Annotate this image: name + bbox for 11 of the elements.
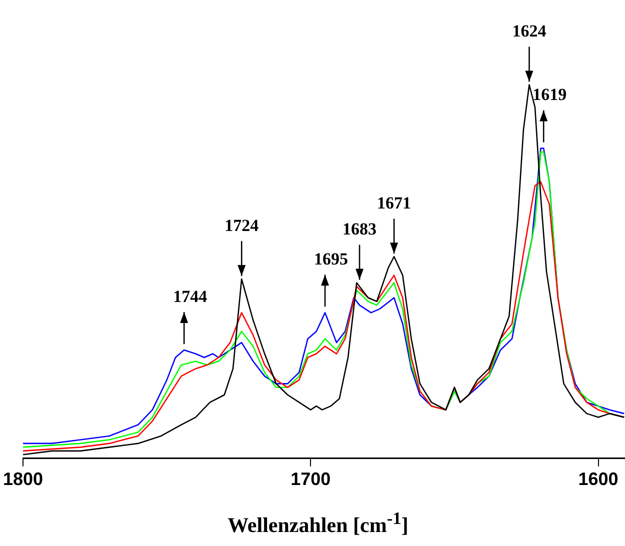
annotation: 1624 [512,22,547,41]
annotation: 1724 [224,216,260,235]
x-tick-label: 1800 [3,469,44,490]
annotation: 1744 [173,286,208,306]
x-tick-label: 1600 [578,469,618,490]
x-axis-title: Wellenzahlen [cm$^{-1}$] [226,508,410,538]
annotation: 1683 [342,220,377,239]
x-tick-label: 1700 [290,469,331,490]
annotation: 1671 [377,194,412,213]
annotation: 1695 [314,250,348,269]
annotation: 1619 [532,85,567,104]
